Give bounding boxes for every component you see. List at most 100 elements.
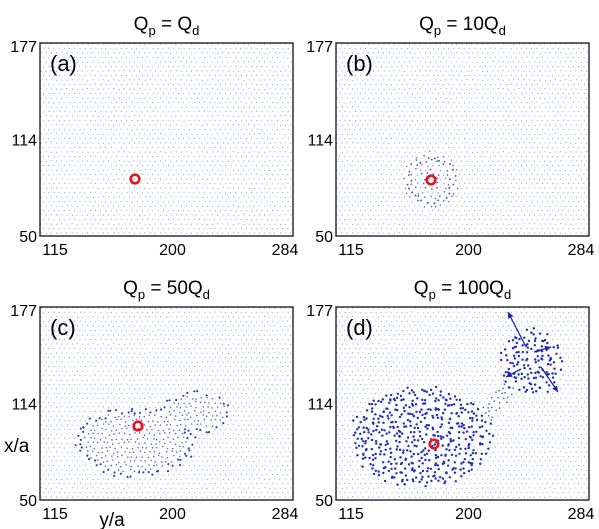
particle [349, 200, 351, 202]
particle [456, 79, 458, 81]
particle [266, 356, 268, 358]
particle [185, 142, 188, 144]
particle [84, 357, 86, 359]
particle [86, 214, 89, 216]
particle [139, 124, 141, 126]
particle [552, 101, 554, 103]
particle [188, 165, 190, 167]
particle [405, 165, 408, 168]
particle [502, 61, 504, 63]
particle [199, 101, 201, 103]
particle [508, 52, 510, 54]
particle [357, 88, 359, 90]
particle [128, 160, 130, 162]
particle [417, 66, 419, 68]
particle [544, 151, 546, 153]
particle [66, 223, 68, 225]
particle [136, 321, 138, 323]
particle [289, 178, 291, 180]
particle [53, 201, 55, 203]
particle [196, 106, 198, 108]
particle [466, 115, 468, 117]
particle [290, 133, 292, 135]
particle [581, 214, 583, 216]
particle [388, 214, 390, 216]
particle [357, 133, 359, 135]
particle [45, 79, 48, 81]
particle [420, 199, 422, 202]
particle [82, 370, 84, 372]
particle [235, 119, 237, 121]
particle [339, 146, 341, 148]
particle [64, 366, 66, 368]
particle [212, 205, 214, 207]
particle [126, 128, 128, 130]
particle [219, 93, 221, 95]
particle [251, 93, 253, 95]
particle [279, 370, 282, 372]
particle [573, 138, 575, 140]
particle [58, 48, 60, 50]
particle [452, 192, 455, 195]
particle [220, 84, 222, 86]
particle [455, 179, 457, 182]
particle [484, 128, 487, 130]
particle [51, 169, 53, 171]
particle [274, 205, 276, 207]
particle [48, 147, 50, 149]
particle [95, 357, 97, 359]
particle [469, 128, 471, 130]
particle [409, 142, 411, 144]
particle [92, 88, 94, 90]
particle [489, 75, 491, 77]
particle [71, 106, 73, 108]
particle [266, 146, 268, 149]
particle [212, 151, 214, 153]
particle [370, 119, 372, 121]
particle [251, 164, 253, 166]
particle [84, 110, 86, 112]
particle [240, 348, 242, 350]
particle [183, 137, 185, 140]
particle [84, 321, 86, 323]
particle [440, 133, 442, 135]
particle [562, 164, 564, 167]
particle [580, 88, 582, 90]
particle [121, 174, 123, 176]
particle [59, 356, 61, 359]
particle [414, 52, 416, 54]
particle [224, 93, 227, 95]
particle [458, 165, 460, 167]
particle [61, 187, 63, 189]
particle [391, 210, 393, 212]
particle [190, 232, 193, 234]
particle [248, 115, 250, 117]
particle [217, 133, 219, 135]
particle [474, 146, 476, 148]
particle [507, 115, 510, 117]
particle [108, 352, 110, 354]
particle [81, 124, 83, 126]
particle [79, 329, 81, 331]
particle [458, 48, 460, 50]
particle [551, 138, 554, 140]
particle [112, 151, 115, 153]
particle [61, 115, 63, 117]
particle [92, 214, 94, 217]
particle [419, 79, 421, 81]
particle [207, 61, 209, 63]
particle-field [336, 43, 588, 235]
particle [89, 356, 91, 358]
particle [227, 370, 229, 372]
particle [367, 52, 369, 54]
particle [248, 343, 250, 345]
particle [547, 92, 549, 94]
particle [442, 200, 445, 202]
particle [128, 142, 130, 144]
particle [385, 56, 387, 58]
particle [443, 129, 445, 131]
particle [391, 137, 393, 139]
particle [523, 223, 525, 225]
particle [533, 142, 535, 144]
title-text: Q [134, 14, 149, 35]
